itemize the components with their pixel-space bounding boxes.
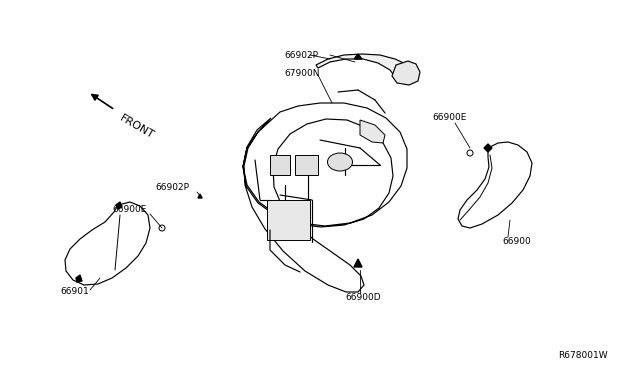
Polygon shape <box>65 202 150 285</box>
Text: 66900D: 66900D <box>345 294 381 302</box>
Polygon shape <box>295 155 318 175</box>
Polygon shape <box>198 194 202 198</box>
Polygon shape <box>354 259 362 267</box>
Polygon shape <box>360 120 385 143</box>
Polygon shape <box>484 144 492 152</box>
Polygon shape <box>76 275 82 282</box>
Text: FRONT: FRONT <box>118 113 156 141</box>
Polygon shape <box>354 54 362 59</box>
Polygon shape <box>267 200 310 240</box>
Text: 66900: 66900 <box>502 237 531 247</box>
Text: R678001W: R678001W <box>558 352 607 360</box>
Text: 66900E: 66900E <box>432 113 467 122</box>
Text: 66900E: 66900E <box>112 205 147 215</box>
Text: 66901: 66901 <box>60 288 89 296</box>
Text: 67900N: 67900N <box>284 68 319 77</box>
Polygon shape <box>458 142 532 228</box>
Text: 66902P: 66902P <box>284 51 318 60</box>
Polygon shape <box>392 61 420 85</box>
Text: 66902P: 66902P <box>155 183 189 192</box>
Polygon shape <box>270 155 290 175</box>
Polygon shape <box>116 202 122 209</box>
Polygon shape <box>243 103 407 292</box>
Ellipse shape <box>328 153 353 171</box>
Polygon shape <box>316 54 413 78</box>
